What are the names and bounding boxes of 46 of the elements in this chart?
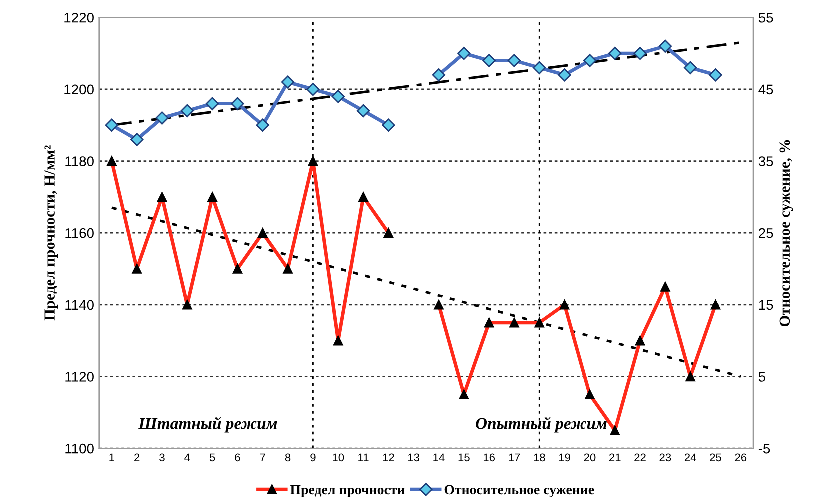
x-tick-label: 14 bbox=[434, 454, 445, 462]
x-tick-label: 12 bbox=[383, 454, 394, 462]
x-tick-label: 3 bbox=[160, 454, 165, 462]
x-tick-label: 9 bbox=[310, 454, 316, 462]
y-tick-label: 1220 bbox=[64, 12, 94, 23]
x-tick-label: 4 bbox=[184, 454, 190, 462]
x-tick-label: 15 bbox=[458, 454, 470, 462]
x-tick-label: 10 bbox=[333, 454, 344, 462]
x-tick-label: 2 bbox=[134, 454, 140, 462]
y2-tick-label: -5 bbox=[758, 444, 770, 454]
y-tick-label: 1160 bbox=[66, 228, 94, 238]
y-tick-label: 1180 bbox=[66, 156, 94, 166]
y-axis-title: Предел прочности, Н/мм² bbox=[44, 146, 58, 321]
x-tick-label: 21 bbox=[609, 454, 621, 462]
x-tick-label: 20 bbox=[584, 454, 596, 462]
x-tick-label: 18 bbox=[534, 454, 546, 462]
x-tick-label: 26 bbox=[735, 454, 747, 462]
x-tick-label: 6 bbox=[235, 454, 240, 462]
x-tick-label: 13 bbox=[408, 454, 420, 462]
legend-label: Относительное сужение bbox=[444, 485, 594, 498]
legend-label: Предел прочности bbox=[290, 485, 405, 498]
y2-tick-label: 45 bbox=[758, 84, 774, 95]
y2-tick-label: 15 bbox=[759, 300, 774, 310]
annotation: Штатный режим bbox=[138, 417, 278, 433]
y2-axis-title: Относительное сужение, % bbox=[780, 140, 794, 327]
y-tick-label: 1140 bbox=[66, 300, 94, 310]
y-tick-label: 1100 bbox=[66, 444, 94, 454]
y2-tick-label: 35 bbox=[758, 156, 774, 166]
y-tick-label: 1120 bbox=[66, 372, 94, 382]
x-tick-label: 23 bbox=[660, 454, 672, 462]
x-tick-label: 19 bbox=[559, 454, 570, 462]
x-tick-label: 1 bbox=[110, 454, 114, 462]
y-tick-label: 1200 bbox=[64, 84, 94, 95]
x-tick-label: 11 bbox=[358, 454, 369, 462]
y2-tick-label: 5 bbox=[758, 372, 766, 382]
x-tick-label: 25 bbox=[710, 454, 722, 462]
x-tick-label: 16 bbox=[484, 454, 496, 462]
x-tick-label: 8 bbox=[285, 454, 291, 462]
x-tick-label: 17 bbox=[509, 454, 520, 462]
annotation: Опытный режим bbox=[476, 417, 607, 433]
x-tick-label: 7 bbox=[260, 454, 266, 462]
x-tick-label: 5 bbox=[210, 454, 216, 462]
y2-tick-label: 25 bbox=[759, 228, 774, 238]
x-tick-label: 22 bbox=[634, 454, 646, 462]
x-tick-label: 24 bbox=[684, 454, 696, 462]
y2-tick-label: 55 bbox=[758, 13, 774, 23]
